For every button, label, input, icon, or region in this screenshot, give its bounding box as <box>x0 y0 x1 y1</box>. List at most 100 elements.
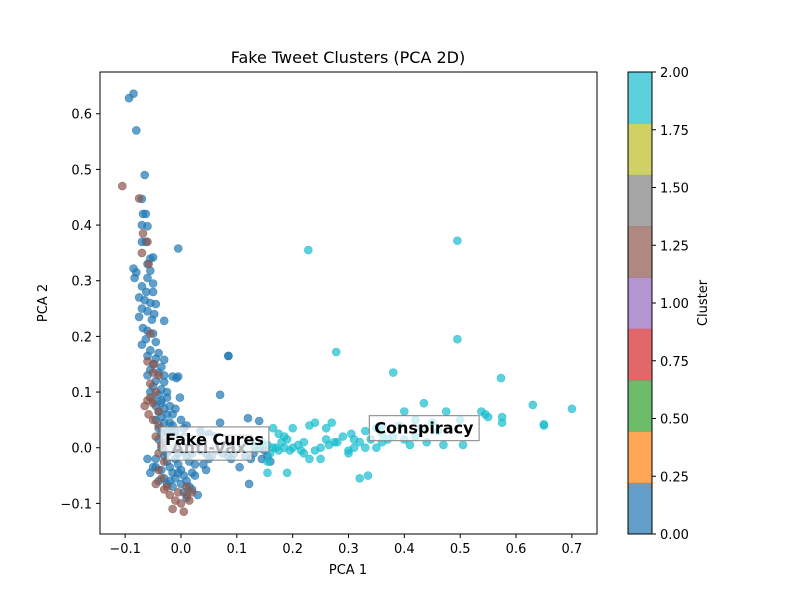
cluster-2-point <box>279 432 289 441</box>
cluster-1-point <box>148 415 158 425</box>
y-tick-label: 0.6 <box>71 108 92 123</box>
cluster-1-point <box>179 507 189 517</box>
y-axis-ticks: −0.1 0.0 0.1 0.2 0.3 0.4 0.5 0.6 <box>60 108 100 512</box>
colorbar-tick-label: 0.50 <box>660 413 689 428</box>
cluster-1-point <box>138 229 148 238</box>
colorbar-tick-label: 2.00 <box>660 66 689 81</box>
cluster-1-point <box>157 473 166 483</box>
cluster-1-point <box>182 482 191 492</box>
colorbar-tick-label: 1.00 <box>660 297 689 312</box>
cluster-0-point <box>168 409 177 419</box>
cluster-0-point <box>148 253 158 262</box>
cluster-0-point <box>165 401 175 411</box>
x-tick-label: 0.3 <box>338 542 359 557</box>
colorbar-tick-label: 0.75 <box>660 355 689 370</box>
cluster-0-point <box>176 415 186 425</box>
cluster-2-point <box>453 236 462 245</box>
cluster-2-point <box>324 440 334 450</box>
x-tick-label: 0.2 <box>282 542 303 557</box>
cluster-2-point <box>439 440 448 450</box>
cluster-2-point <box>363 471 373 480</box>
cluster-0-point <box>173 468 183 478</box>
cluster-0-point <box>159 355 169 365</box>
cluster-1-point <box>137 248 147 258</box>
cluster-0-point <box>244 479 254 489</box>
chart-title: Fake Tweet Clusters (PCA 2D) <box>231 48 465 67</box>
cluster-0-point <box>143 273 152 283</box>
annotation: Fake Cures <box>159 426 270 453</box>
colorbar-tick-label: 0.25 <box>660 470 689 485</box>
cluster-1-point <box>154 465 163 475</box>
cluster-1-point <box>146 329 155 338</box>
x-tick-label: 0.1 <box>226 542 247 557</box>
colorbar-segment <box>628 380 652 432</box>
colorbar-segment <box>628 277 652 329</box>
cluster-1-point <box>144 259 153 269</box>
cluster-0-point <box>140 170 149 180</box>
cluster-2-point <box>344 446 353 455</box>
y-tick-label: 0.1 <box>71 386 92 401</box>
cluster-1-point <box>151 479 161 489</box>
cluster-2-point <box>282 468 292 478</box>
cluster-0-point <box>162 387 172 397</box>
cluster-0-point <box>130 273 139 283</box>
y-tick-label: 0.3 <box>71 275 92 290</box>
cluster-0-point <box>143 221 152 231</box>
cluster-0-point <box>157 396 166 405</box>
cluster-2-point <box>528 400 538 410</box>
colorbar-segment <box>628 431 652 483</box>
x-axis-label: PCA 1 <box>329 563 367 578</box>
x-tick-label: −0.1 <box>109 542 141 557</box>
y-tick-label: 0.5 <box>71 163 92 178</box>
cluster-1-point <box>154 371 163 380</box>
cluster-0-point <box>147 315 157 325</box>
cluster-1-point <box>151 432 161 441</box>
cluster-0-point <box>129 89 138 98</box>
cluster-2-point <box>310 446 320 455</box>
cluster-1-point <box>162 482 172 492</box>
cluster-0-point <box>243 413 253 423</box>
cluster-2-point <box>483 412 493 422</box>
cluster-1-point <box>146 379 155 389</box>
cluster-0-point <box>132 126 141 135</box>
cluster-1-point <box>154 407 163 416</box>
x-tick-label: 0.5 <box>450 542 471 557</box>
cluster-2-point <box>296 446 306 455</box>
x-tick-label: 0.7 <box>562 542 583 557</box>
x-tick-label: 0.4 <box>394 542 415 557</box>
cluster-0-point <box>224 351 233 361</box>
cluster-2-point <box>497 418 507 428</box>
y-tick-label: 0.2 <box>71 330 92 345</box>
cluster-0-point <box>159 316 169 326</box>
cluster-0-point <box>172 373 181 383</box>
cluster-2-point <box>399 407 409 416</box>
cluster-2-point <box>539 419 549 429</box>
cluster-2-point <box>303 245 313 255</box>
colorbar-tick-label: 0.00 <box>660 528 689 543</box>
cluster-0-point <box>201 465 211 475</box>
cluster-0-point <box>215 418 225 428</box>
cluster-2-point <box>263 468 272 478</box>
cluster-0-point <box>134 312 144 322</box>
cluster-0-point <box>165 418 175 428</box>
cluster-1-point <box>165 490 175 500</box>
cluster-2-point <box>288 423 298 433</box>
cluster-1-point <box>168 504 177 514</box>
colorbar-tick-label: 1.50 <box>660 182 689 197</box>
colorbar-segment <box>628 72 652 124</box>
annotation-label: Conspiracy <box>374 419 474 438</box>
cluster-0-point <box>148 279 158 288</box>
cluster-1-point <box>149 359 159 369</box>
colorbar-segment <box>628 226 652 278</box>
cluster-0-point <box>159 377 169 387</box>
colorbar-segment <box>628 328 652 381</box>
x-axis-ticks: −0.1 0.0 0.1 0.2 0.3 0.4 0.5 0.6 0.7 <box>109 534 582 557</box>
cluster-0-point <box>141 209 151 219</box>
cluster-0-point <box>173 244 183 253</box>
cluster-2-point <box>338 432 348 441</box>
cluster-1-point <box>151 387 161 397</box>
annotation-box <box>368 415 480 442</box>
cluster-0-point <box>148 287 158 297</box>
cluster-0-point <box>235 462 244 472</box>
cluster-2-point <box>567 404 577 414</box>
